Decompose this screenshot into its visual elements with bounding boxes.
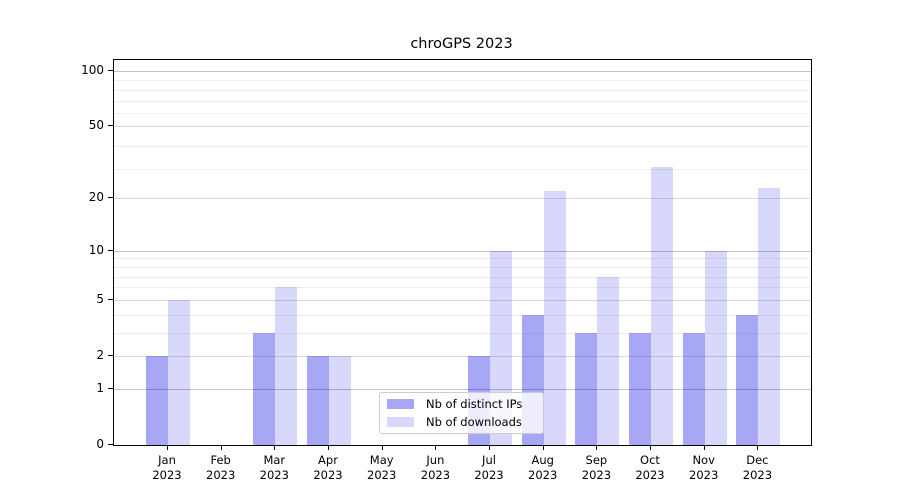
bar-ips-mar bbox=[253, 332, 276, 445]
x-tick-label-jun: Jun 2023 bbox=[420, 453, 451, 482]
minor-gridline bbox=[114, 80, 811, 82]
y-tick-label-20: 20 bbox=[88, 190, 104, 205]
bar-downloads-oct bbox=[651, 166, 673, 445]
x-tick-mark-jan bbox=[167, 445, 168, 450]
x-tick-mark-apr bbox=[328, 445, 329, 450]
legend-item-distinct-ips: Nb of distinct IPs bbox=[387, 396, 536, 413]
y-tick-mark-0 bbox=[108, 444, 113, 445]
bar-downloads-mar bbox=[275, 287, 298, 445]
x-tick-label-may: May 2023 bbox=[367, 453, 397, 482]
bar-downloads-sep bbox=[597, 276, 620, 445]
x-tick-label-oct: Oct 2023 bbox=[635, 453, 665, 482]
x-tick-mark-may bbox=[381, 445, 383, 450]
chart-title: chroGPS 2023 bbox=[410, 36, 513, 52]
legend-label-downloads: Nb of downloads bbox=[426, 414, 522, 429]
x-tick-mark-jun bbox=[435, 445, 437, 450]
bar-downloads-jan bbox=[168, 299, 190, 445]
minor-gridline bbox=[114, 258, 811, 260]
minor-gridline bbox=[114, 169, 811, 171]
y-tick-mark-2 bbox=[108, 355, 113, 356]
bar-ips-oct bbox=[629, 332, 651, 445]
y-tick-label-1: 1 bbox=[96, 380, 104, 395]
y-tick-label-50: 50 bbox=[88, 118, 104, 133]
bar-ips-apr bbox=[307, 356, 329, 445]
x-tick-mark-nov bbox=[703, 445, 705, 450]
y-tick-mark-1 bbox=[108, 387, 113, 389]
legend: Nb of distinct IPs Nb of downloads bbox=[379, 392, 544, 434]
x-tick-mark-feb bbox=[220, 445, 222, 450]
y-tick-mark-100 bbox=[108, 70, 113, 71]
y-tick-mark-5 bbox=[108, 298, 113, 300]
x-tick-label-mar: Mar 2023 bbox=[259, 453, 289, 482]
minor-gridline bbox=[114, 276, 811, 278]
x-tick-mark-sep bbox=[596, 445, 598, 450]
y-tick-label-0: 0 bbox=[96, 437, 104, 451]
x-tick-mark-jul bbox=[489, 445, 490, 450]
minor-gridline bbox=[114, 113, 811, 115]
x-tick-label-jan: Jan 2023 bbox=[152, 453, 182, 482]
x-tick-mark-mar bbox=[274, 445, 276, 450]
plot-area bbox=[113, 59, 812, 446]
y-tick-label-5: 5 bbox=[96, 291, 104, 306]
bar-downloads-apr bbox=[329, 356, 351, 445]
bar-downloads-aug bbox=[543, 190, 566, 445]
y-tick-label-2: 2 bbox=[96, 348, 104, 362]
major-gridline-5 bbox=[114, 299, 811, 301]
major-gridline-1 bbox=[114, 388, 811, 390]
minor-gridline bbox=[114, 146, 811, 148]
x-tick-mark-aug bbox=[542, 445, 544, 450]
major-gridline-10 bbox=[114, 250, 811, 252]
legend-item-downloads: Nb of downloads bbox=[387, 413, 536, 430]
x-tick-label-apr: Apr 2023 bbox=[313, 453, 343, 482]
x-tick-label-nov: Nov 2023 bbox=[689, 453, 719, 482]
minor-gridline bbox=[114, 266, 811, 268]
major-gridline-2 bbox=[114, 356, 811, 357]
y-tick-mark-50 bbox=[108, 125, 113, 127]
y-tick-mark-20 bbox=[108, 197, 113, 199]
x-tick-label-dec: Dec 2023 bbox=[742, 453, 773, 482]
y-tick-label-100: 100 bbox=[81, 63, 104, 77]
bar-downloads-nov bbox=[704, 250, 727, 445]
x-tick-label-feb: Feb 2023 bbox=[206, 453, 236, 482]
minor-gridline bbox=[114, 287, 811, 289]
x-tick-label-sep: Sep 2023 bbox=[581, 453, 612, 482]
x-tick-label-jul: Jul 2023 bbox=[474, 453, 504, 482]
major-gridline-50 bbox=[114, 126, 811, 128]
minor-gridline bbox=[114, 332, 811, 334]
minor-gridline bbox=[114, 100, 811, 102]
major-gridline-100 bbox=[114, 71, 811, 72]
x-tick-mark-dec bbox=[757, 445, 759, 450]
bar-ips-jan bbox=[146, 356, 168, 445]
y-tick-label-10: 10 bbox=[88, 242, 104, 257]
bar-downloads-dec bbox=[758, 187, 781, 445]
major-gridline-20 bbox=[114, 198, 811, 200]
legend-swatch-downloads bbox=[387, 416, 414, 427]
legend-label-distinct-ips: Nb of distinct IPs bbox=[426, 397, 523, 412]
minor-gridline bbox=[114, 89, 811, 91]
bar-ips-dec bbox=[736, 314, 759, 445]
minor-gridline bbox=[114, 314, 811, 316]
y-tick-mark-10 bbox=[108, 249, 113, 251]
legend-swatch-distinct-ips bbox=[387, 399, 414, 410]
x-tick-mark-oct bbox=[650, 445, 651, 450]
bar-ips-nov bbox=[682, 332, 705, 445]
bar-ips-sep bbox=[575, 332, 598, 445]
x-tick-label-aug: Aug 2023 bbox=[528, 453, 558, 482]
